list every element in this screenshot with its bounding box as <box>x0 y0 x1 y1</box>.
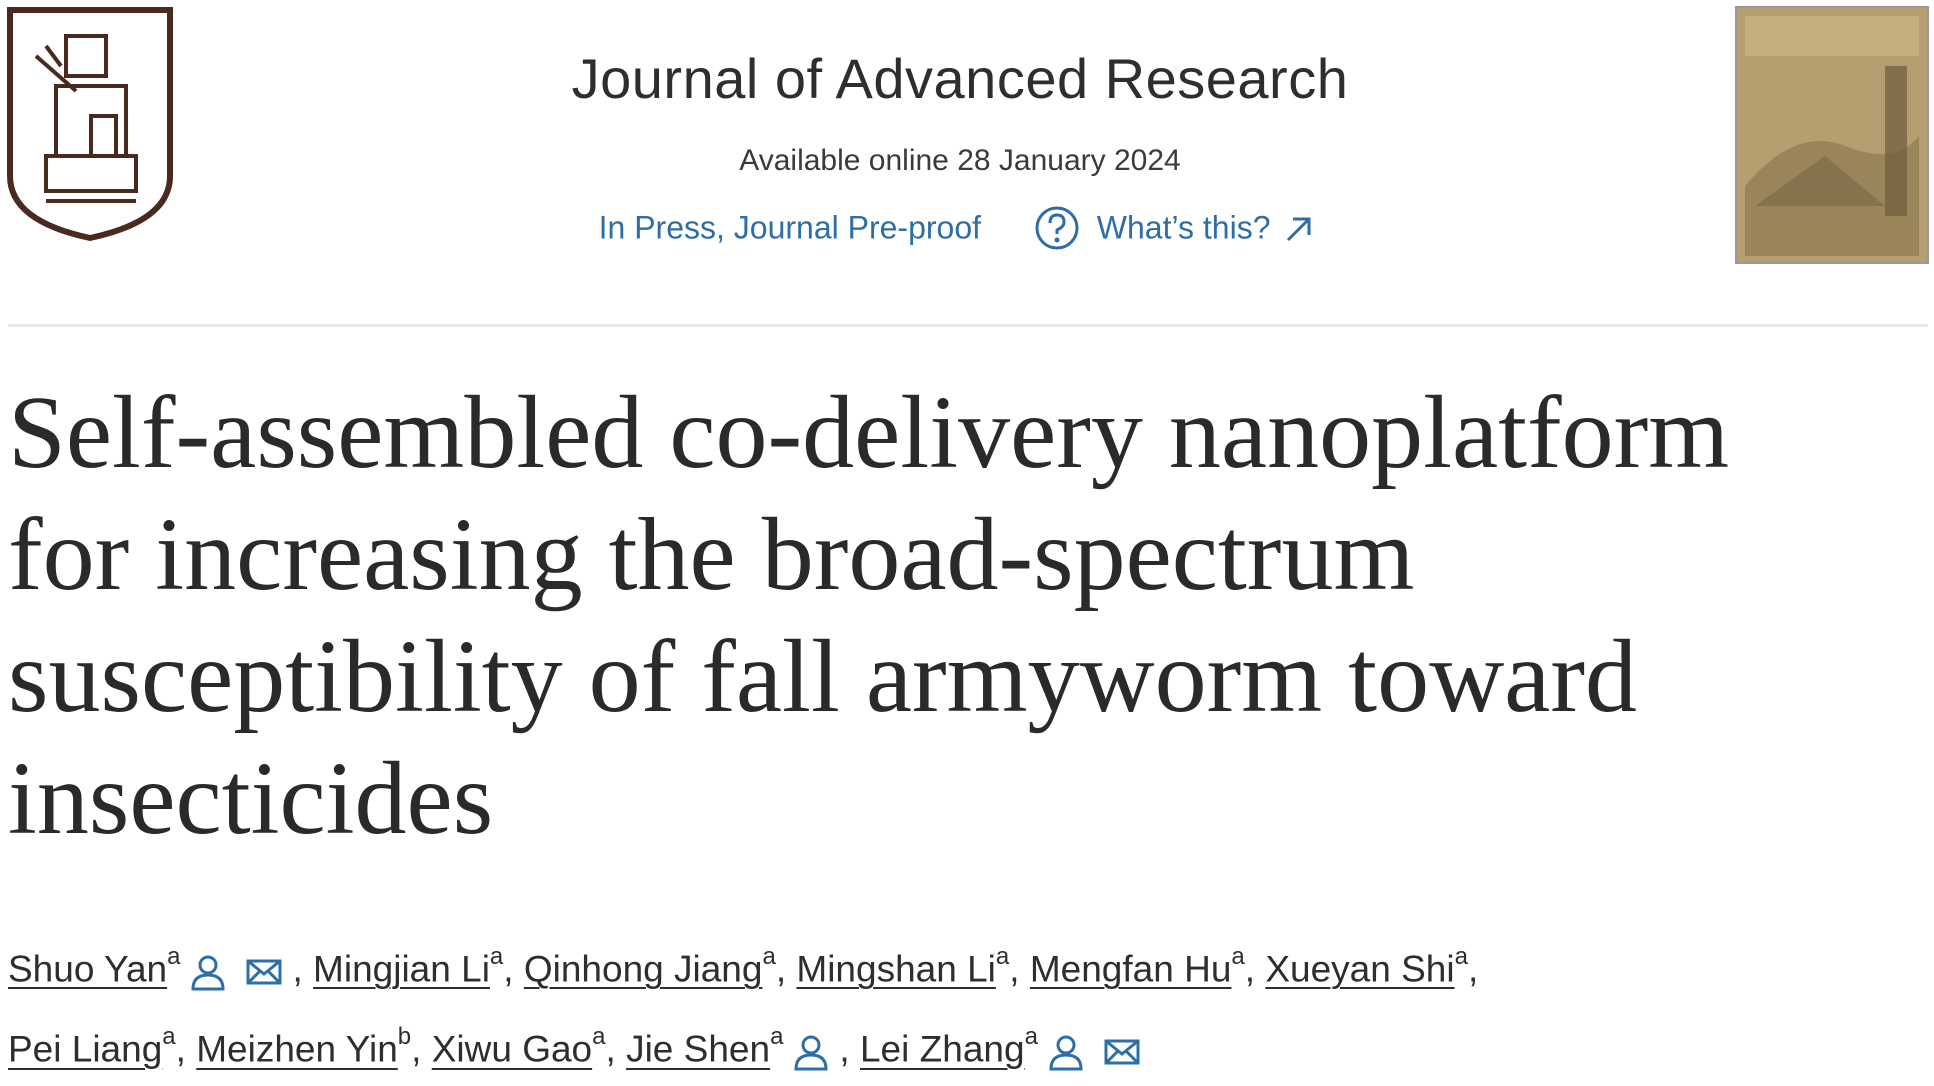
separator: , <box>839 1028 850 1070</box>
author-list: Shuo Yana, Mingjian Lia, Qinhong Jianga,… <box>8 925 1928 1086</box>
available-date: Available online 28 January 2024 <box>739 144 1181 177</box>
separator <box>8 324 1928 327</box>
affiliation[interactable]: a <box>489 943 504 970</box>
email-icon[interactable] <box>1102 1032 1142 1072</box>
person-icon[interactable] <box>1046 1032 1086 1072</box>
title-line: for increasing the broad-spectrum <box>8 497 1415 612</box>
article-title: Self-assembled co-delivery nanoplatform f… <box>8 372 1908 860</box>
separator: , <box>1467 948 1479 990</box>
affiliation[interactable]: a <box>592 1023 606 1051</box>
external-link-icon[interactable] <box>1283 213 1313 243</box>
affiliation[interactable]: a <box>995 943 1010 970</box>
separator: , <box>775 948 787 990</box>
affiliation[interactable]: a <box>1231 943 1245 970</box>
author-name[interactable]: Qinhong Jiang <box>523 948 763 990</box>
title-line: susceptibility of fall armyworm toward <box>8 619 1637 734</box>
author-name[interactable]: Mingshan Li <box>796 948 996 990</box>
author-name[interactable]: Mengfan Hu <box>1029 948 1232 990</box>
journal-name: Journal of Advanced Research <box>571 47 1349 110</box>
author-name[interactable]: Shuo Yan <box>8 948 168 990</box>
affiliation[interactable]: a <box>762 943 776 970</box>
status-row: In Press, Journal Pre-proof What’s this? <box>0 205 1920 251</box>
author-name[interactable]: Pei Liang <box>8 1028 163 1070</box>
affiliation[interactable]: a <box>1454 943 1468 970</box>
author-name[interactable]: Xueyan Shi <box>1265 948 1455 990</box>
separator: , <box>503 948 514 990</box>
author-name[interactable]: Jie Shen <box>626 1028 771 1070</box>
separator: , <box>292 948 303 990</box>
separator: , <box>411 1028 422 1070</box>
author-name[interactable]: Mingjian Li <box>313 948 490 990</box>
help-link[interactable]: What’s this? <box>1096 209 1271 246</box>
journal-cover <box>1735 6 1929 264</box>
author-name[interactable]: Lei Zhang <box>859 1028 1025 1070</box>
affiliation[interactable]: b <box>397 1023 412 1051</box>
author-name[interactable]: Meizhen Yin <box>196 1028 398 1070</box>
person-icon[interactable] <box>188 952 228 992</box>
affiliation[interactable]: a <box>167 943 181 970</box>
page: {"header": {"journal": "Journal of Advan… <box>0 6 1929 1071</box>
separator: , <box>175 1028 186 1070</box>
title-line: Self-assembled co-delivery nanoplatform <box>8 375 1730 490</box>
title-line: insecticides <box>8 741 494 856</box>
affiliation[interactable]: a <box>162 1023 176 1051</box>
separator: , <box>1244 948 1256 990</box>
help-icon[interactable] <box>1034 205 1080 251</box>
affiliation[interactable]: a <box>1024 1023 1038 1051</box>
author-line: Shuo Yana, Mingjian Lia, Qinhong Jianga,… <box>8 925 1928 1005</box>
affiliation[interactable]: a <box>770 1023 784 1051</box>
author-name[interactable]: Xiwu Gao <box>431 1028 593 1070</box>
email-icon[interactable] <box>244 952 284 992</box>
separator: , <box>605 1028 616 1070</box>
publisher-logo <box>7 7 173 242</box>
author-line: Pei Lianga, Meizhen Yinb, Xiwu Gaoa, Jie… <box>8 1005 1928 1085</box>
person-icon[interactable] <box>791 1032 831 1072</box>
separator: , <box>1009 948 1020 990</box>
status[interactable]: In Press, Journal Pre-proof <box>598 209 981 246</box>
